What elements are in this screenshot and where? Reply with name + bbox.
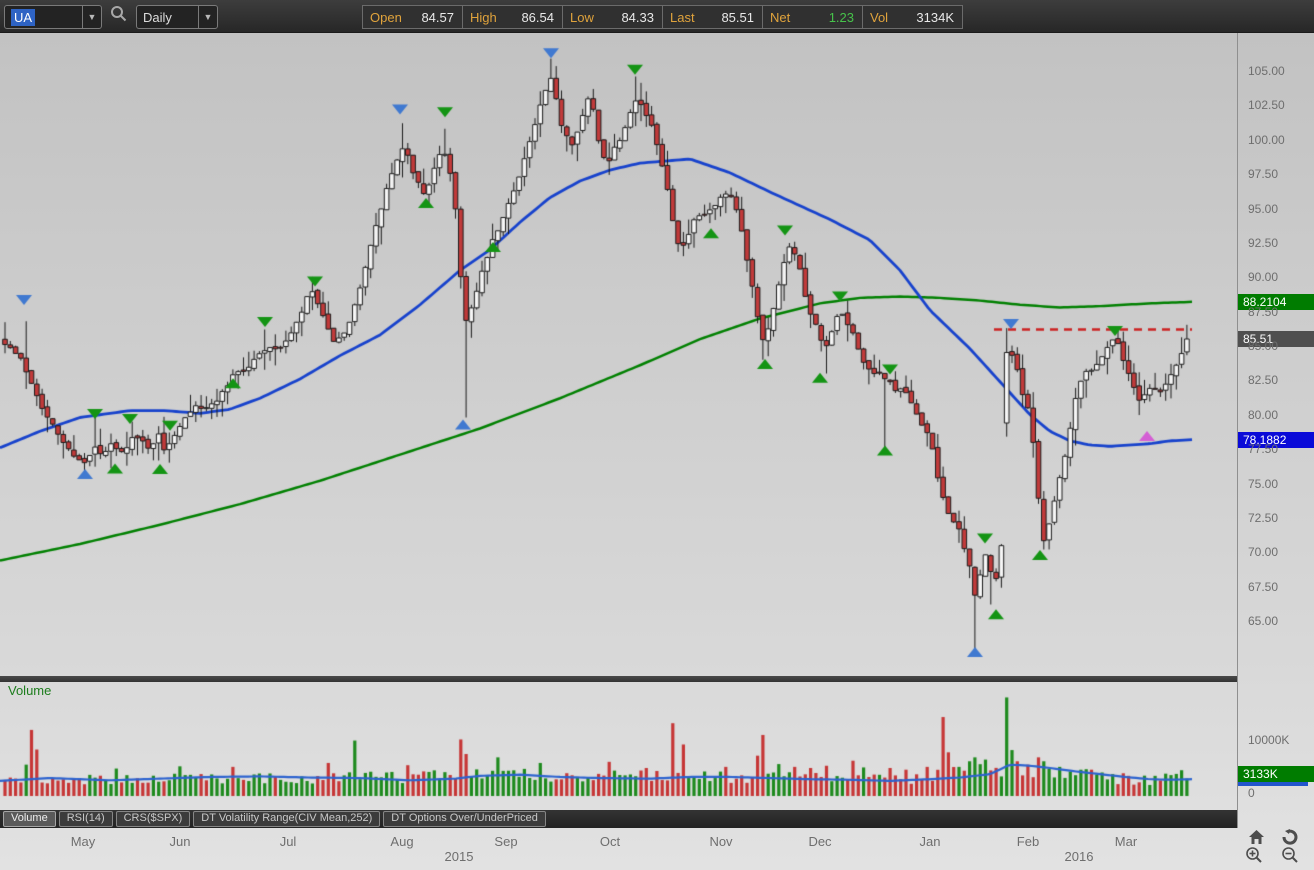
tab-rsi-14-[interactable]: RSI(14) — [58, 811, 113, 827]
zoom-out-icon — [1281, 846, 1299, 869]
price-axis-tick: 102.50 — [1248, 98, 1285, 113]
tab-crs-spx-[interactable]: CRS($SPX) — [115, 811, 191, 827]
symbol-text[interactable]: UA — [11, 8, 36, 26]
month-label-sep: Sep — [494, 834, 518, 849]
price-axis-tick: 65.00 — [1248, 614, 1279, 628]
price-axis-tick: 92.50 — [1248, 235, 1279, 250]
price-axis-tick: 105.00 — [1248, 64, 1285, 78]
month-label-jun: Jun — [169, 834, 191, 849]
price-axis-tick: 90.00 — [1248, 270, 1279, 285]
zoom-in-icon — [1245, 846, 1263, 869]
price-axis-tick: 67.50 — [1248, 579, 1279, 594]
year-label-2016: 2016 — [1064, 849, 1094, 864]
month-label-oct: Oct — [599, 834, 621, 849]
volume-ma-axis-strip — [1238, 782, 1308, 786]
quote-last: Last 85.51 — [663, 6, 763, 28]
volume-axis-tick: 10000K — [1248, 733, 1290, 747]
tab-volume[interactable]: Volume — [3, 811, 56, 827]
month-label-nov: Nov — [709, 834, 733, 849]
home-button[interactable] — [1246, 829, 1266, 850]
quote-vol: Vol 3134K — [870, 9, 954, 25]
ma200-price-label: 88.2104 — [1238, 293, 1314, 310]
price-axis-tick: 77.50 — [1248, 442, 1279, 457]
month-label-may: May — [70, 834, 96, 849]
indicator-tab-bar: Volume RSI(14) CRS($SPX) DT Volatility Rang… — [0, 810, 1237, 828]
quote-net: Net 1.23 — [763, 6, 863, 28]
volume-axis-zero-tick: 0 — [1248, 786, 1255, 800]
tab-dt-volatility-range-civ-mean-252-[interactable]: DT Volatility Range(CIV Mean,252) — [193, 811, 381, 827]
search-button[interactable] — [107, 6, 129, 26]
price-axis-tick: 87.50 — [1248, 304, 1279, 319]
quote-high: High 86.54 — [463, 6, 563, 28]
month-label-feb: Feb — [1016, 834, 1040, 849]
volume-chart-canvas[interactable] — [0, 682, 1237, 810]
home-icon — [1248, 829, 1265, 850]
last-price-label: 85.51 — [1238, 330, 1314, 347]
quote-bar: Open 84.57 High 86.54 Low 84.33 Last 85.… — [362, 5, 963, 29]
month-label-aug: Aug — [390, 834, 414, 849]
current-volume-label: 3133K — [1238, 766, 1314, 782]
month-label-jan: Jan — [919, 834, 941, 849]
price-axis-tick: 72.50 — [1248, 510, 1279, 525]
price-axis-tick: 100.00 — [1248, 132, 1285, 147]
undo-icon — [1281, 828, 1299, 850]
search-icon — [110, 5, 127, 27]
month-label-mar: Mar — [1114, 834, 1138, 849]
ma50-price-label: 78.1882 — [1238, 431, 1314, 448]
price-axis-tick: 70.00 — [1248, 545, 1279, 560]
zoom-in-button[interactable] — [1244, 846, 1264, 869]
undo-button[interactable] — [1280, 828, 1300, 850]
tab-dt-options-over-underpriced[interactable]: DT Options Over/UnderPriced — [383, 811, 546, 827]
time-axis[interactable]: May Jun Jul Aug Sep Oct Nov Dec Jan Feb Mar 2015 201… — [0, 828, 1314, 870]
price-axis-tick: 85.00 — [1248, 339, 1279, 353]
price-axis-tick: 97.50 — [1248, 167, 1279, 182]
price-chart-canvas[interactable] — [0, 33, 1237, 676]
pane-divider[interactable] — [0, 676, 1237, 682]
price-axis-tick: 80.00 — [1248, 407, 1279, 422]
year-label-2015: 2015 — [444, 849, 474, 864]
symbol-dropdown-arrow-icon[interactable]: ▼ — [82, 6, 101, 28]
month-label-dec: Dec — [808, 834, 832, 849]
timeframe-dropdown-arrow-icon[interactable]: ▼ — [198, 6, 217, 28]
price-axis-tick: 95.00 — [1248, 201, 1279, 216]
price-axis-tick: 75.00 — [1248, 476, 1279, 491]
price-axis-tick: 82.50 — [1248, 373, 1279, 388]
quote-open: Open 84.57 — [363, 6, 463, 28]
timeframe-select[interactable]: Daily ▼ — [136, 5, 218, 29]
price-axis[interactable]: 88.2104 85.51 78.1882 10000K 3133K 0 105… — [1237, 33, 1314, 828]
timeframe-value: Daily — [143, 9, 172, 25]
symbol-input[interactable]: UA ▼ — [4, 5, 102, 29]
month-label-jul: Jul — [279, 834, 297, 849]
top-toolbar: UA ▼ Daily ▼ Open 84.57 High 86.54 Low 8… — [0, 0, 1314, 33]
zoom-out-button[interactable] — [1280, 846, 1300, 869]
quote-low: Low 84.33 — [563, 6, 663, 28]
